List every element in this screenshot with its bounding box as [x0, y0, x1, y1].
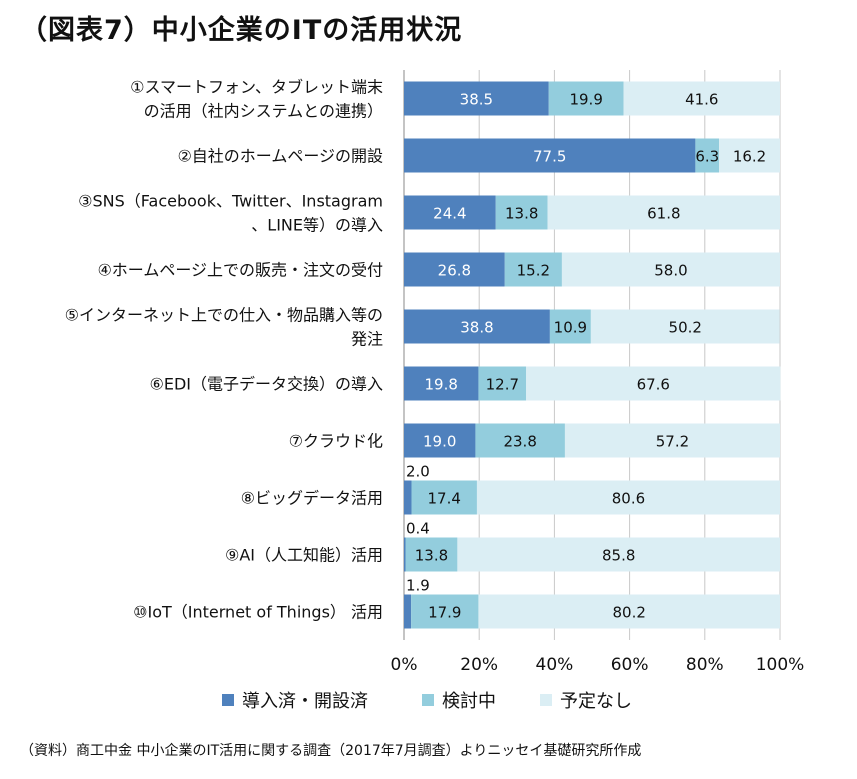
bar-segment	[404, 480, 412, 515]
source-note: （資料）商工中金 中小企業のIT活用に関する調査（2017年7月調査）よりニッセ…	[20, 743, 642, 759]
data-label: 15.2	[517, 262, 550, 280]
bar-segment	[404, 594, 412, 629]
data-label: 2.0	[406, 463, 430, 481]
data-label: 50.2	[669, 319, 702, 337]
category-label: 発注	[351, 330, 383, 349]
data-label: 57.2	[656, 433, 689, 451]
legend: 導入済・開設済 検討中 予定なし	[222, 691, 632, 712]
x-tick-label: 40%	[536, 655, 574, 675]
bar-segment	[404, 252, 505, 287]
data-label: 38.8	[460, 319, 493, 337]
bar-segment	[404, 423, 476, 458]
data-label: 19.9	[569, 91, 602, 109]
data-label: 26.8	[438, 262, 471, 280]
data-label: 85.8	[602, 547, 635, 565]
x-tick-label: 0%	[391, 655, 418, 675]
data-labels: 38.5 19.9 41.6 77.5 6.3 16.2 24.4 13.8 61.8 26.8 1…	[406, 91, 766, 622]
data-label: 0.4	[406, 520, 430, 538]
bar-segment	[719, 138, 780, 173]
chart-title: （図表7）中小企業のITの活用状況	[20, 15, 463, 46]
data-label: 77.5	[533, 148, 566, 166]
bar-segment	[478, 594, 780, 629]
data-label: 12.7	[486, 376, 519, 394]
bar-segment	[623, 81, 780, 116]
bar-segment	[526, 366, 781, 401]
data-label: 41.6	[685, 91, 718, 109]
bar-segment	[495, 195, 548, 230]
data-label: 80.2	[613, 604, 646, 622]
bar-segment	[404, 366, 479, 401]
data-label: 80.6	[612, 490, 645, 508]
category-label: 、LINE等）の導入	[251, 216, 383, 235]
data-label: 38.5	[460, 91, 493, 109]
category-label: の活用（社内システムとの連携）	[144, 102, 383, 121]
bar-segment	[404, 138, 696, 173]
bar-segment	[504, 252, 562, 287]
category-label: ⑨AI（人工知能）活用	[225, 546, 383, 565]
legend-label: 検討中	[442, 691, 496, 712]
bar-segment	[404, 537, 406, 572]
category-label: ③SNS（Facebook、Twitter、Instagram	[78, 192, 383, 211]
x-tick-label: 60%	[611, 655, 649, 675]
bar-segment	[564, 423, 780, 458]
x-tick-label: 20%	[460, 655, 498, 675]
bar-segment	[457, 537, 780, 572]
bar-segment	[411, 480, 477, 515]
data-label: 24.4	[433, 205, 466, 223]
legend-swatch	[422, 694, 434, 706]
data-label: 58.0	[654, 262, 687, 280]
data-label: 17.9	[428, 604, 461, 622]
category-label: ①スマートフォン、タブレット端末	[130, 78, 383, 97]
data-label: 16.2	[733, 148, 766, 166]
bar-segment	[475, 423, 565, 458]
bar-segment	[561, 252, 780, 287]
bar-segment	[478, 366, 527, 401]
data-label: 1.9	[406, 577, 430, 595]
legend-label: 予定なし	[560, 691, 632, 712]
bar-segment	[405, 537, 458, 572]
bar-segment	[695, 138, 720, 173]
bar-segment	[549, 309, 591, 344]
category-label: ⑤インターネット上での仕入・物品購入等の	[65, 306, 383, 325]
data-label: 67.6	[637, 376, 670, 394]
data-label: 19.0	[423, 433, 456, 451]
legend-label: 導入済・開設済	[242, 691, 368, 712]
data-label: 17.4	[428, 490, 461, 508]
category-label: ⑧ビッグデータ活用	[241, 489, 383, 508]
x-tick-label: 80%	[686, 655, 724, 675]
bar-segment	[548, 81, 624, 116]
category-label: ②自社のホームページの開設	[177, 147, 383, 166]
category-label: ⑦クラウド化	[289, 432, 383, 451]
category-label: ⑩IoT（Internet of Things） 活用	[133, 603, 383, 622]
x-tick-labels: 0% 20% 40% 60% 80% 100%	[391, 655, 805, 675]
data-label: 23.8	[503, 433, 536, 451]
bar-segment	[404, 195, 496, 230]
legend-swatch	[540, 694, 552, 706]
legend-swatch	[222, 694, 234, 706]
bars	[404, 81, 781, 629]
category-label: ⑥EDI（電子データ交換）の導入	[150, 375, 384, 394]
data-label: 61.8	[647, 205, 680, 223]
x-tick-label: 100%	[756, 655, 805, 675]
bar-segment	[590, 309, 780, 344]
bar-segment	[547, 195, 780, 230]
bar-segment	[411, 594, 479, 629]
data-label: 10.9	[554, 319, 587, 337]
bar-segment	[404, 309, 550, 344]
data-label: 19.8	[425, 376, 458, 394]
data-label: 13.8	[505, 205, 538, 223]
data-label: 13.8	[415, 547, 448, 565]
bar-segment	[404, 81, 549, 116]
bar-segment	[476, 480, 780, 515]
data-label: 6.3	[695, 148, 719, 166]
category-label: ④ホームページ上での販売・注文の受付	[97, 261, 383, 280]
